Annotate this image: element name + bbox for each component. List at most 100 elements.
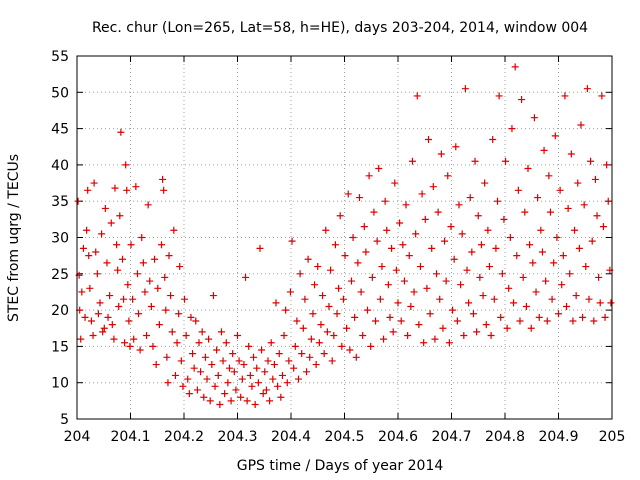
data-point — [290, 364, 298, 372]
data-point — [450, 255, 458, 263]
data-point — [121, 339, 129, 347]
data-point — [176, 263, 184, 271]
x-tick-label: 204.2 — [164, 429, 204, 445]
data-point — [303, 368, 311, 376]
data-point — [434, 208, 442, 216]
data-point — [198, 328, 206, 336]
data-point — [122, 161, 130, 169]
data-point — [457, 281, 465, 289]
data-point — [492, 244, 500, 252]
data-point — [259, 390, 267, 398]
data-point — [164, 379, 172, 387]
data-point — [136, 346, 144, 354]
data-point — [264, 357, 272, 365]
data-point — [335, 284, 343, 292]
data-point — [510, 299, 518, 307]
data-point — [595, 273, 603, 281]
data-point — [553, 234, 561, 241]
data-point — [396, 219, 404, 227]
data-point — [99, 328, 107, 336]
data-point — [494, 197, 502, 205]
x-tick-label: 205 — [599, 429, 626, 445]
data-point — [108, 321, 116, 329]
data-point — [378, 263, 386, 271]
data-point — [143, 332, 151, 340]
data-point — [149, 342, 157, 350]
data-point — [596, 299, 604, 307]
data-point — [293, 317, 301, 325]
data-point — [298, 350, 306, 358]
data-point — [246, 371, 254, 379]
data-point — [291, 342, 299, 350]
data-point — [351, 313, 359, 321]
data-point — [181, 295, 189, 303]
data-point — [567, 150, 575, 158]
data-point — [407, 302, 415, 310]
x-tick-label: 204.6 — [378, 429, 418, 445]
data-point — [94, 310, 102, 318]
data-point — [368, 273, 376, 281]
data-point — [360, 223, 368, 231]
data-point — [261, 368, 269, 376]
data-point — [424, 135, 432, 143]
data-point — [237, 393, 245, 401]
data-point — [551, 132, 559, 140]
data-point — [431, 335, 439, 343]
data-point — [135, 310, 143, 318]
data-point — [559, 252, 567, 260]
data-point — [344, 190, 352, 198]
data-point — [485, 263, 493, 271]
data-point — [550, 259, 558, 267]
data-point — [77, 335, 85, 343]
data-point — [323, 328, 331, 336]
data-point — [477, 241, 485, 249]
data-point — [195, 339, 203, 347]
data-point — [116, 212, 124, 220]
data-point — [213, 346, 221, 354]
data-point — [256, 244, 264, 252]
data-point — [599, 223, 607, 231]
data-point — [270, 361, 278, 369]
data-point — [590, 317, 598, 325]
data-point — [534, 194, 542, 202]
data-point — [93, 270, 101, 278]
data-point — [433, 270, 441, 278]
data-point — [90, 179, 98, 187]
data-point — [503, 324, 511, 332]
data-point — [312, 361, 320, 369]
data-point — [229, 350, 237, 358]
data-point — [582, 263, 590, 271]
data-point — [314, 263, 322, 271]
data-point — [471, 157, 479, 165]
data-point — [376, 295, 384, 303]
data-point — [251, 400, 259, 408]
data-point — [262, 386, 270, 394]
data-point — [383, 226, 391, 234]
data-point — [331, 241, 339, 249]
data-point — [338, 342, 346, 350]
data-point — [158, 241, 166, 249]
data-point — [591, 175, 599, 183]
data-point — [224, 379, 232, 387]
data-point — [436, 295, 444, 303]
data-point — [208, 361, 216, 369]
data-point — [545, 172, 553, 180]
data-point — [254, 379, 262, 387]
data-point — [84, 186, 92, 194]
data-point — [437, 150, 445, 158]
data-point — [530, 114, 538, 122]
data-point — [205, 335, 213, 343]
data-point — [146, 277, 154, 285]
data-point — [189, 350, 197, 358]
data-point — [380, 335, 388, 343]
data-point — [354, 259, 362, 267]
data-point — [173, 339, 181, 347]
data-point — [286, 288, 294, 296]
data-point — [250, 353, 258, 361]
data-point — [460, 332, 468, 340]
data-point — [283, 379, 291, 387]
data-point — [365, 172, 373, 180]
data-point — [311, 281, 319, 289]
data-point — [593, 212, 601, 220]
